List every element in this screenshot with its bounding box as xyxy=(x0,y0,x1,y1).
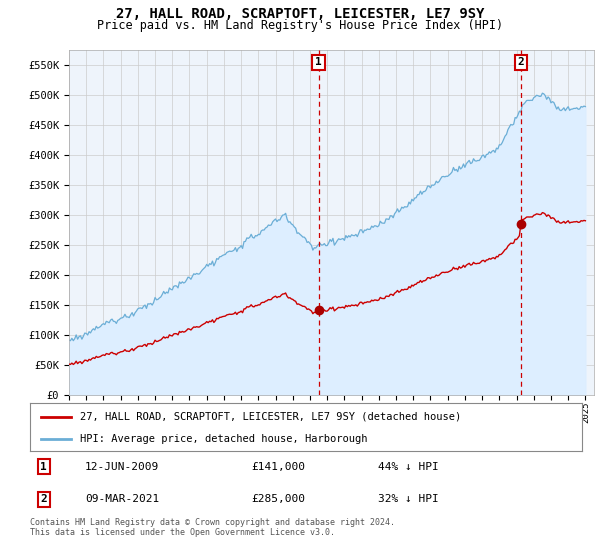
Text: 27, HALL ROAD, SCRAPTOFT, LEICESTER, LE7 9SY: 27, HALL ROAD, SCRAPTOFT, LEICESTER, LE7… xyxy=(116,7,484,21)
Text: 27, HALL ROAD, SCRAPTOFT, LEICESTER, LE7 9SY (detached house): 27, HALL ROAD, SCRAPTOFT, LEICESTER, LE7… xyxy=(80,412,461,422)
Text: Contains HM Land Registry data © Crown copyright and database right 2024.
This d: Contains HM Land Registry data © Crown c… xyxy=(30,518,395,538)
Text: £141,000: £141,000 xyxy=(251,461,305,472)
Text: 44% ↓ HPI: 44% ↓ HPI xyxy=(378,461,439,472)
Text: Price paid vs. HM Land Registry's House Price Index (HPI): Price paid vs. HM Land Registry's House … xyxy=(97,19,503,32)
Text: £285,000: £285,000 xyxy=(251,494,305,505)
Text: 1: 1 xyxy=(40,461,47,472)
Text: HPI: Average price, detached house, Harborough: HPI: Average price, detached house, Harb… xyxy=(80,434,367,444)
Text: 12-JUN-2009: 12-JUN-2009 xyxy=(85,461,160,472)
Text: 2: 2 xyxy=(40,494,47,505)
Text: 1: 1 xyxy=(315,57,322,67)
Text: 32% ↓ HPI: 32% ↓ HPI xyxy=(378,494,439,505)
Text: 2: 2 xyxy=(517,57,524,67)
Text: 09-MAR-2021: 09-MAR-2021 xyxy=(85,494,160,505)
